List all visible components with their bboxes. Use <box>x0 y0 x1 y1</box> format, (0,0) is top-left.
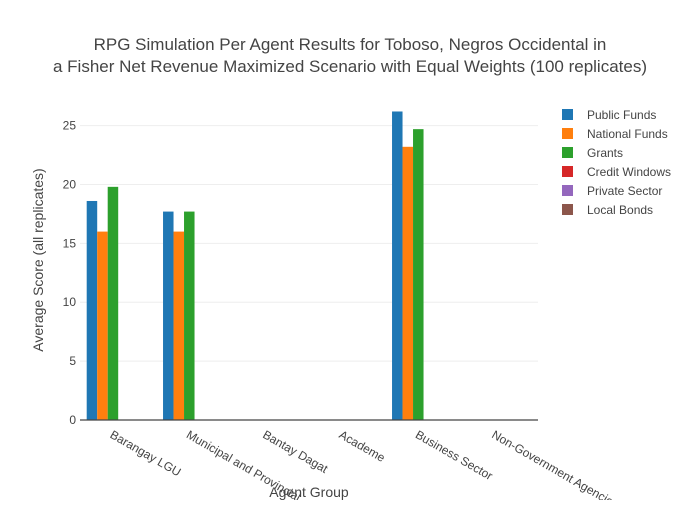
bar <box>97 231 108 420</box>
x-tick-label: Bantay Dagat <box>260 427 331 476</box>
legend-label: Credit Windows <box>587 165 671 179</box>
bar <box>402 146 414 421</box>
y-tick-label: 5 <box>69 354 76 368</box>
x-tick-label: Academe <box>337 427 388 465</box>
bar <box>392 111 403 420</box>
legend: Public Funds National Funds Grants Credit W… <box>562 108 671 217</box>
legend-swatch <box>562 166 573 177</box>
x-tick-label: Non-Government Agencies <box>489 427 621 500</box>
bar <box>184 211 195 420</box>
x-axis-ticks: Barangay LGU Municipal and ProvincialBant… <box>108 427 621 505</box>
legend-label: Grants <box>587 146 623 160</box>
bar <box>163 211 174 420</box>
legend-swatch <box>562 147 573 158</box>
y-axis-ticks: 0 5 10 15 20 25 <box>63 119 77 427</box>
y-axis-label: Average Score (all replicates) <box>30 168 46 351</box>
x-tick-label: Barangay LGU <box>108 427 184 479</box>
bar <box>107 186 119 420</box>
chart-title-line-1: RPG Simulation Per Agent Results for Tob… <box>94 35 607 54</box>
legend-swatch <box>562 204 573 215</box>
legend-label: Local Bonds <box>587 203 653 217</box>
legend-swatch <box>562 185 573 196</box>
chart-title: RPG Simulation Per Agent Results for Tob… <box>53 35 647 76</box>
x-axis-label: Agent Group <box>269 484 349 500</box>
y-tick-label: 15 <box>63 236 77 250</box>
legend-label: Private Sector <box>587 184 662 198</box>
x-tick-label: Business Sector <box>413 427 495 482</box>
bar <box>413 129 424 420</box>
gridlines <box>80 125 538 362</box>
y-tick-label: 0 <box>69 413 76 427</box>
chart-title-line-2: a Fisher Net Revenue Maximized Scenario … <box>53 57 647 76</box>
y-tick-label: 25 <box>63 119 77 133</box>
bars <box>86 111 424 421</box>
bar <box>86 200 98 420</box>
y-tick-label: 20 <box>63 177 77 191</box>
y-tick-label: 10 <box>63 295 77 309</box>
legend-swatch <box>562 128 573 139</box>
bar <box>173 231 185 420</box>
legend-label: National Funds <box>587 127 668 141</box>
legend-label: Public Funds <box>587 108 656 122</box>
legend-swatch <box>562 109 573 120</box>
